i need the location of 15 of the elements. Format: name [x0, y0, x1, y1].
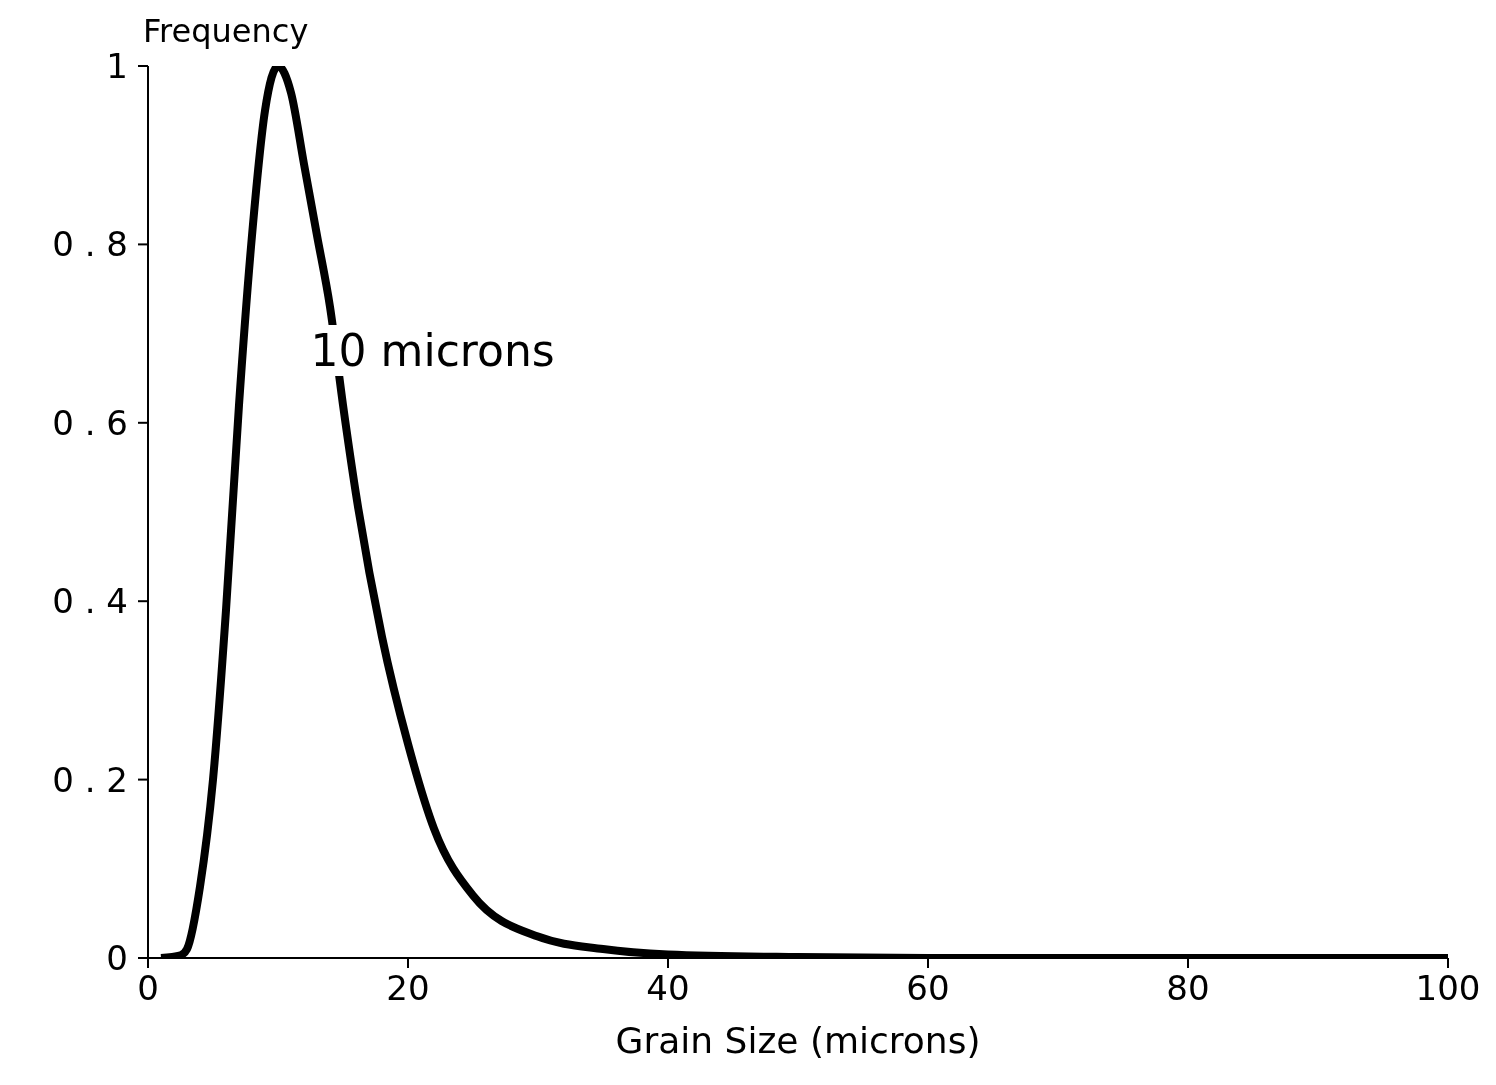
y-tick-label: 0 — [106, 938, 128, 979]
y-tick-label: 0 . 4 — [52, 581, 128, 622]
x-tick-label: 20 — [386, 968, 430, 1009]
annotation: 10 microns — [306, 324, 559, 376]
y-tick-label: 1 — [106, 46, 128, 87]
y-axis-title: Frequency — [143, 12, 309, 50]
x-axis-title: Grain Size (microns) — [614, 1020, 982, 1061]
x-tick-label: 80 — [1166, 968, 1210, 1009]
y-tick-label: 0 . 2 — [52, 759, 128, 800]
y-tick-label: 0 . 6 — [52, 402, 128, 443]
x-tick-label: 100 — [1415, 968, 1481, 1009]
x-tick-label: 60 — [906, 968, 950, 1009]
x-tick-label: 0 — [137, 968, 159, 1009]
x-tick-label: 40 — [646, 968, 690, 1009]
y-tick-label: 0 . 8 — [52, 224, 128, 265]
